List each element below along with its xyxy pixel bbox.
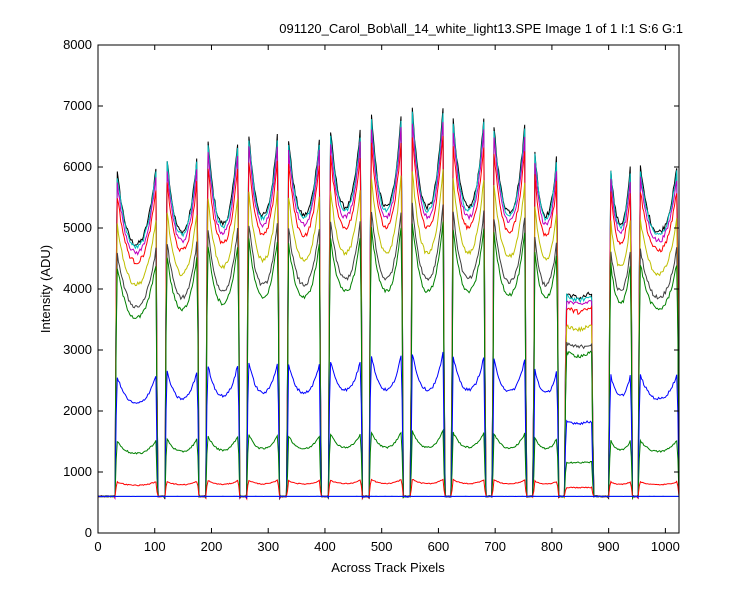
plot-area (98, 45, 679, 533)
series-line-1 (97, 111, 680, 501)
x-tick-label: 300 (257, 539, 279, 554)
x-tick-label: 700 (484, 539, 506, 554)
series-line-9 (98, 478, 680, 498)
series-line-6 (97, 221, 680, 501)
y-tick-layer: 0 1000 2000 3000 4000 5000 6000 7000 8000 (63, 37, 679, 540)
y-tick-label: 5000 (63, 220, 92, 235)
y-tick-label: 8000 (63, 37, 92, 52)
x-tick-label: 600 (428, 539, 450, 554)
y-tick-label: 6000 (63, 159, 92, 174)
series-line-3 (97, 136, 680, 501)
x-tick-label: 900 (598, 539, 620, 554)
series-line-5 (97, 202, 680, 500)
y-tick-label: 1000 (63, 464, 92, 479)
series-line-4 (97, 169, 680, 499)
y-tick-label: 7000 (63, 98, 92, 113)
series-layer (97, 107, 680, 501)
x-tick-label: 1000 (651, 539, 680, 554)
y-tick-label: 0 (85, 525, 92, 540)
x-tick-label: 200 (201, 539, 223, 554)
y-axis-label: Intensity (ADU) (38, 245, 53, 333)
x-axis-label: Across Track Pixels (331, 560, 445, 575)
y-tick-label: 3000 (63, 342, 92, 357)
x-tick-label: 800 (541, 539, 563, 554)
x-tick-label: 500 (371, 539, 393, 554)
x-tick-label: 100 (144, 539, 166, 554)
x-tick-label: 0 (94, 539, 101, 554)
series-line-2 (97, 122, 680, 500)
chart-title: 091120_Carol_Bob\all_14_white_light13.SP… (279, 21, 683, 36)
x-tick-label: 400 (314, 539, 336, 554)
series-line-7 (97, 351, 680, 500)
y-tick-label: 4000 (63, 281, 92, 296)
x-tick-layer: 0 100 200 300 400 500 600 700 800 900 1000 (94, 45, 680, 554)
series-line-8 (97, 428, 680, 499)
y-tick-label: 2000 (63, 403, 92, 418)
